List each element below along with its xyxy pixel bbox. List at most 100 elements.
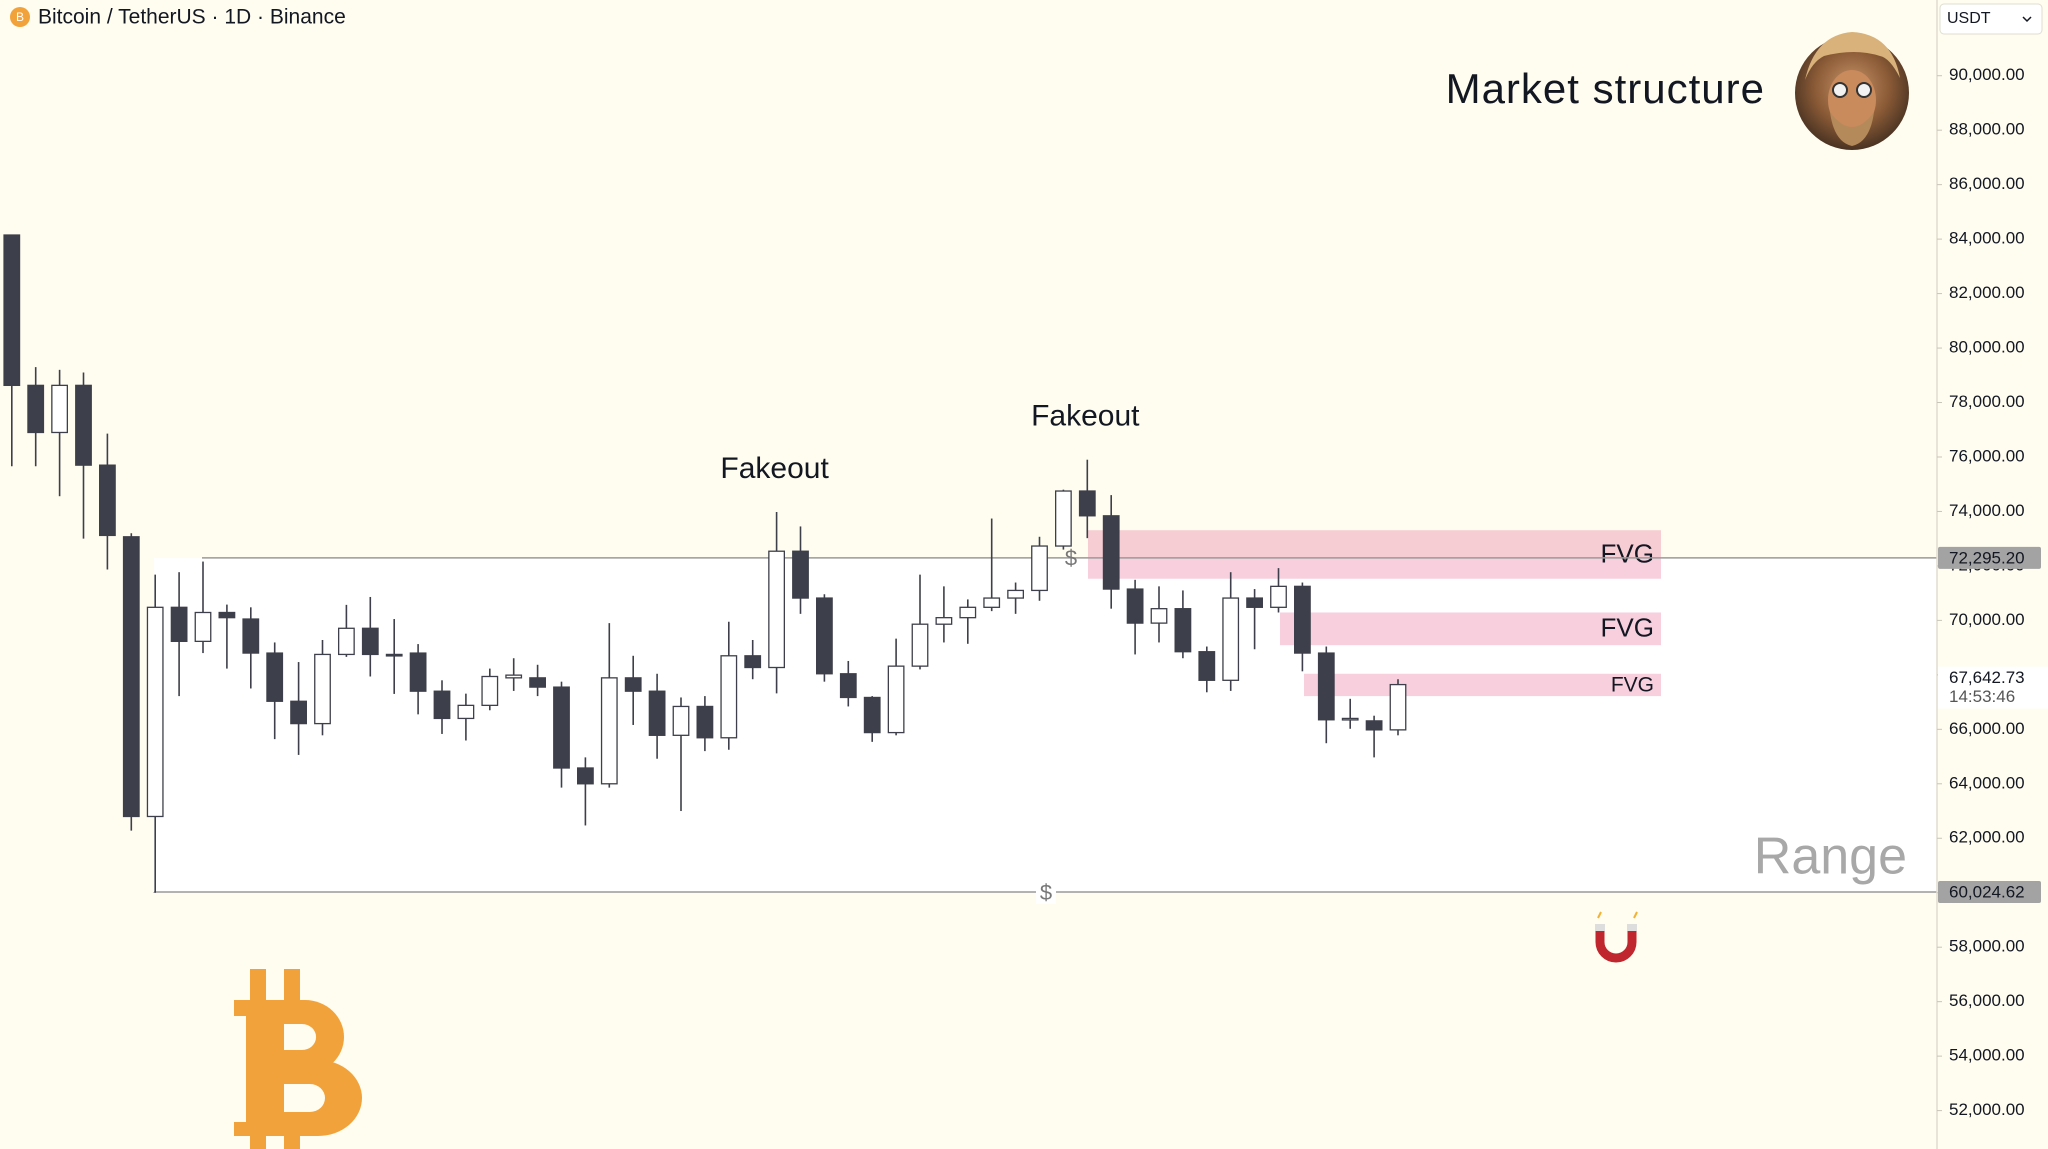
countdown-label: 14:53:46	[1949, 687, 2015, 706]
y-tick-label: 78,000.00	[1949, 392, 2025, 411]
y-tick-label: 86,000.00	[1949, 174, 2025, 193]
candle-body	[1198, 651, 1216, 681]
candle-body	[672, 705, 690, 736]
btc-icon-glyph: B	[16, 10, 24, 24]
y-tick-label: 54,000.00	[1949, 1046, 2025, 1065]
candle-body	[27, 384, 45, 434]
candle-body	[242, 618, 260, 654]
candle-body	[648, 690, 666, 736]
y-tick-label: 74,000.00	[1949, 501, 2025, 520]
fvg-zone	[1304, 673, 1661, 697]
fvg-label: FVG	[1611, 673, 1654, 696]
candle-body	[1102, 515, 1120, 590]
candle-body	[170, 606, 188, 643]
candle-body	[553, 686, 570, 769]
candle-body	[529, 677, 546, 688]
y-tick-label: 58,000.00	[1949, 937, 2025, 956]
candle-body	[1007, 589, 1024, 599]
candle-body	[792, 550, 809, 599]
range-label: Range	[1754, 828, 1907, 886]
y-tick-label: 88,000.00	[1949, 120, 2025, 139]
candle-body	[3, 234, 21, 387]
candle-body	[75, 384, 92, 466]
candle-body	[361, 627, 379, 656]
candle-body	[314, 653, 331, 725]
level-price-tag	[1938, 881, 2041, 904]
fvg-zone	[1088, 530, 1661, 579]
fvg-zone	[1280, 612, 1661, 646]
candle-body	[696, 705, 714, 739]
last-price-tag	[1938, 666, 2048, 709]
level-price-label: 60,024.62	[1949, 883, 2025, 902]
fakeout-label: Fakeout	[720, 452, 829, 485]
candle-body	[1174, 608, 1192, 653]
y-tick-label: 90,000.00	[1949, 65, 2025, 84]
candle-body	[1341, 717, 1359, 721]
y-tick-label: 62,000.00	[1949, 828, 2025, 847]
candle-body	[290, 700, 308, 725]
candle-body	[1389, 683, 1407, 731]
range-box	[154, 557, 1937, 893]
candle-body	[1078, 490, 1096, 517]
y-tick-label: 80,000.00	[1949, 338, 2025, 357]
level-marker-bg	[1036, 880, 1056, 905]
candle-body	[1365, 720, 1383, 731]
btc-icon	[10, 7, 30, 27]
price-axis-labels: 52,000.00 54,000.00 56,000.00 58,000.00 60,0…	[1937, 65, 2048, 1119]
level-marker: $	[1065, 546, 1077, 571]
candle-body	[1031, 545, 1048, 592]
candle-body	[1055, 490, 1072, 547]
candle-body	[409, 652, 427, 692]
magnet-icon[interactable]	[1595, 911, 1638, 963]
candle-body	[887, 665, 905, 734]
y-tick-label: 52,000.00	[1949, 1100, 2025, 1119]
y-tick-label: 84,000.00	[1949, 229, 2025, 248]
candle-body	[99, 464, 116, 537]
subtitle: Market structure	[1446, 65, 1765, 112]
level-price-label: 72,295.20	[1949, 548, 2025, 567]
level-marker: $	[1040, 880, 1052, 905]
candle-body	[768, 550, 785, 669]
currency-label: USDT	[1947, 10, 1991, 27]
candle-body	[51, 384, 68, 434]
y-tick-label: 66,000.00	[1949, 719, 2025, 738]
candle-body	[457, 704, 475, 720]
candle-body	[122, 536, 140, 818]
y-tick-label: 76,000.00	[1949, 446, 2025, 465]
candle-body	[577, 767, 594, 785]
fvg-label: FVG	[1601, 613, 1654, 643]
y-tick-label: 70,000.00	[1949, 610, 2025, 629]
candle-body	[1294, 585, 1311, 654]
candle-body	[266, 652, 284, 702]
candle-body	[146, 606, 164, 818]
candle-body	[935, 617, 953, 625]
y-tick-label: 82,000.00	[1949, 283, 2025, 302]
y-tick-label: 64,000.00	[1949, 773, 2025, 792]
bitcoin-logo	[234, 969, 362, 1149]
candle-body	[911, 623, 929, 667]
candle-body	[720, 655, 738, 739]
candle-body	[959, 606, 977, 619]
candle-body	[433, 690, 451, 720]
candle-body	[600, 677, 618, 785]
currency-dropdown[interactable]	[1939, 3, 2043, 35]
candle-body	[983, 597, 1001, 608]
candle-body	[816, 597, 833, 675]
symbol-title: Bitcoin / TetherUS · 1D · Binance	[38, 6, 346, 29]
candle-body	[337, 627, 355, 656]
candle-body	[839, 673, 857, 699]
level-price-tag	[1938, 546, 2041, 569]
candle-body	[385, 653, 403, 657]
candle-body	[744, 655, 762, 669]
candle-body	[863, 696, 881, 734]
candle-body	[1270, 585, 1287, 608]
candle-body	[1317, 652, 1335, 721]
avatar	[1795, 32, 1909, 150]
last-price-label: 67,642.73	[1949, 668, 2025, 687]
dropdown-caret	[2022, 16, 2032, 23]
y-tick-label: 56,000.00	[1949, 991, 2025, 1010]
plot-area: FVG FVG FVG $ $ Fakeout Fakeout Range	[3, 234, 1937, 905]
candle-body	[624, 677, 642, 692]
